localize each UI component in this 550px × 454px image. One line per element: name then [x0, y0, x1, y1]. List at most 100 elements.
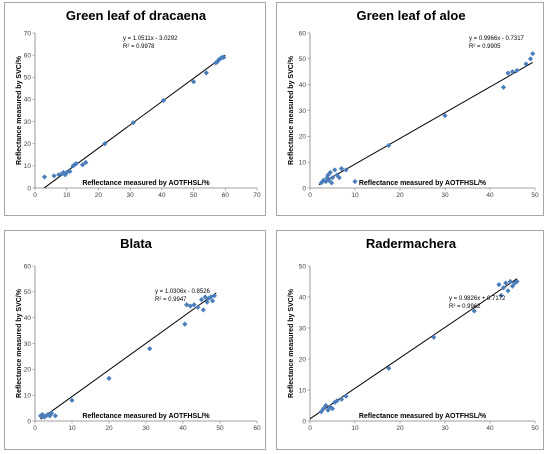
- trend-line: [40, 292, 217, 420]
- data-point: [69, 397, 75, 403]
- y-tick-label: 30: [299, 108, 307, 115]
- data-point: [338, 396, 345, 402]
- data-point: [210, 298, 216, 304]
- x-tick-label: 60: [253, 425, 261, 432]
- data-point: [386, 365, 392, 371]
- data-point: [200, 307, 206, 313]
- y-tick-label: 20: [24, 141, 32, 148]
- y-tick-label: 0: [27, 185, 31, 192]
- data-point: [325, 407, 331, 413]
- data-point: [523, 61, 529, 67]
- data-point: [182, 321, 188, 327]
- data-point: [106, 375, 112, 381]
- r-squared-label: R² = 0.9905: [469, 44, 501, 50]
- data-point: [208, 294, 214, 300]
- x-tick-label: 70: [253, 192, 261, 199]
- data-point: [334, 398, 340, 404]
- data-point: [352, 178, 358, 185]
- y-axis-label: Reflectance measured by SVC/%: [288, 288, 295, 398]
- r-squared-label: R² = 0.9947: [155, 297, 187, 303]
- y-tick-label: 50: [299, 56, 307, 63]
- data-point: [73, 161, 79, 167]
- data-point: [102, 141, 108, 147]
- x-axis-label: Reflectance measured by AOTFHSL/%: [359, 180, 487, 187]
- x-tick-label: 50: [216, 425, 224, 432]
- y-tick-label: 50: [299, 263, 307, 270]
- y-tick-label: 10: [299, 159, 307, 166]
- data-point: [514, 67, 520, 74]
- x-tick-label: 20: [396, 192, 404, 199]
- x-tick-label: 50: [531, 425, 539, 432]
- data-point: [514, 278, 520, 285]
- data-point: [471, 308, 477, 314]
- x-tick-label: 10: [63, 192, 71, 199]
- data-point: [190, 79, 197, 85]
- chart-panel-dracaena: Green leaf of dracaena 0 10 20 30 40 50 60 70 0 10…: [4, 2, 266, 216]
- data-point: [327, 169, 333, 176]
- chart-panel-aloe: Green leaf of aloe 0 10 20 30 40 50 0 10 20 30 40 50…: [276, 2, 544, 216]
- y-tick-label: 10: [24, 392, 32, 399]
- trend-equation: y = 1.0306x - 0.8526: [155, 289, 211, 295]
- data-point: [527, 56, 534, 62]
- x-tick-label: 50: [531, 192, 539, 199]
- data-point: [442, 113, 448, 119]
- x-tick-label: 30: [441, 192, 449, 199]
- x-tick-label: 30: [127, 192, 135, 199]
- y-tick-label: 70: [24, 30, 32, 37]
- data-point: [334, 172, 340, 178]
- y-tick-label: 20: [299, 134, 307, 141]
- y-tick-label: 30: [299, 325, 307, 332]
- data-point: [49, 410, 55, 416]
- data-point: [500, 285, 507, 291]
- x-tick-label: 0: [33, 425, 37, 432]
- y-axis-label: Reflectance measured by SVC/%: [16, 55, 23, 165]
- y-tick-label: 40: [299, 294, 307, 301]
- x-tick-label: 20: [105, 425, 113, 432]
- x-tick-label: 0: [308, 425, 312, 432]
- y-tick-label: 50: [24, 75, 32, 82]
- chart-blata: Blata 0 10 20 30 40 50 60 0 10 20 30 40 50 60 Reflectan…: [16, 236, 261, 432]
- y-tick-label: 60: [299, 30, 307, 37]
- chart-panel-blata: Blata 0 10 20 30 40 50 60 0 10 20 30 40 50 60 Reflectan…: [4, 230, 266, 450]
- data-point: [203, 70, 209, 76]
- y-tick-label: 40: [24, 315, 32, 322]
- x-tick-label: 40: [486, 192, 494, 199]
- x-tick-label: 60: [222, 192, 230, 199]
- x-tick-label: 30: [142, 425, 150, 432]
- data-point: [83, 159, 89, 166]
- y-tick-label: 10: [299, 387, 307, 394]
- x-tick-label: 30: [441, 425, 449, 432]
- x-tick-label: 20: [95, 192, 103, 199]
- data-point: [336, 175, 342, 181]
- y-tick-label: 0: [302, 185, 306, 192]
- data-point: [530, 51, 536, 57]
- data-point: [332, 167, 338, 173]
- data-point: [509, 69, 516, 75]
- chart-title-blata: Blata: [120, 236, 153, 251]
- data-point: [343, 167, 349, 173]
- trend-equation: y = 1.0511x - 3.0292: [123, 36, 178, 42]
- y-tick-label: 10: [24, 163, 32, 170]
- data-point: [67, 168, 73, 174]
- data-point: [343, 393, 349, 399]
- data-point: [503, 280, 509, 286]
- data-point: [191, 302, 197, 308]
- y-tick-label: 30: [24, 341, 32, 348]
- data-point: [320, 406, 327, 412]
- x-tick-label: 10: [68, 425, 76, 432]
- x-tick-label: 50: [190, 192, 198, 199]
- data-point: [216, 56, 222, 63]
- x-tick-label: 40: [179, 425, 187, 432]
- data-point: [498, 292, 504, 299]
- data-point: [505, 70, 511, 76]
- chart-aloe: Green leaf of aloe 0 10 20 30 40 50 0 10 20 30 40 50…: [288, 8, 539, 199]
- y-tick-label: 0: [302, 418, 306, 425]
- y-tick-label: 40: [299, 82, 307, 89]
- data-point: [41, 174, 48, 180]
- y-tick-label: 40: [24, 97, 32, 104]
- data-point: [500, 84, 507, 90]
- data-point: [147, 346, 153, 352]
- x-tick-label: 40: [158, 192, 166, 199]
- y-tick-label: 50: [24, 289, 32, 296]
- data-point: [320, 177, 327, 183]
